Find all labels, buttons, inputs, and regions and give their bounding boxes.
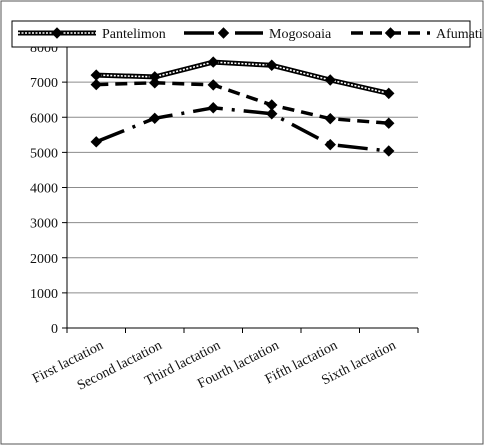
data-point [90, 136, 102, 148]
y-tick-label: 2000 [30, 252, 58, 267]
series-afumati [90, 77, 395, 129]
legend-item-mogosoaia: Mogosoaia [184, 27, 332, 42]
data-point [383, 117, 395, 129]
data-point [266, 99, 278, 111]
legend-swatch-marker [384, 27, 397, 39]
series-line [95, 106, 389, 153]
data-point [324, 138, 336, 151]
data-point [324, 112, 336, 125]
series-pantelimon [90, 56, 395, 100]
data-point [266, 59, 278, 71]
y-tick-label: 5000 [30, 146, 58, 161]
data-point [383, 87, 395, 100]
data-point [324, 74, 336, 86]
data-point [266, 108, 278, 120]
series-line [96, 81, 389, 125]
y-tick-label: 0 [51, 322, 58, 337]
data-point [149, 112, 161, 125]
data-point [149, 77, 161, 89]
gridlines [67, 46, 418, 294]
legend-label: Mogosoaia [269, 27, 332, 42]
data-point [383, 145, 395, 157]
y-tick-label: 6000 [30, 111, 58, 126]
y-tick-label: 4000 [30, 182, 58, 197]
y-tick-label: 3000 [30, 217, 58, 232]
legend-item-pantelimon: Pantelimon [18, 27, 166, 42]
legend-swatch-marker [51, 27, 63, 39]
data-point [207, 102, 219, 114]
legend-swatch-marker [217, 27, 230, 39]
data-point [207, 79, 219, 91]
legend: Pantelimon Mogosoaia Afumati [11, 20, 483, 48]
series-mogosoaia [90, 102, 395, 157]
legend-label: Pantelimon [102, 27, 166, 42]
y-tick-label: 1000 [30, 287, 58, 302]
y-tick-label: 7000 [30, 76, 58, 91]
legend-item-afumati: Afumati [351, 27, 483, 42]
data-point [90, 78, 102, 91]
legend-label: Afumati [436, 27, 483, 42]
series-line-inner [96, 61, 389, 95]
series-lines [90, 56, 395, 157]
data-point [207, 56, 219, 68]
